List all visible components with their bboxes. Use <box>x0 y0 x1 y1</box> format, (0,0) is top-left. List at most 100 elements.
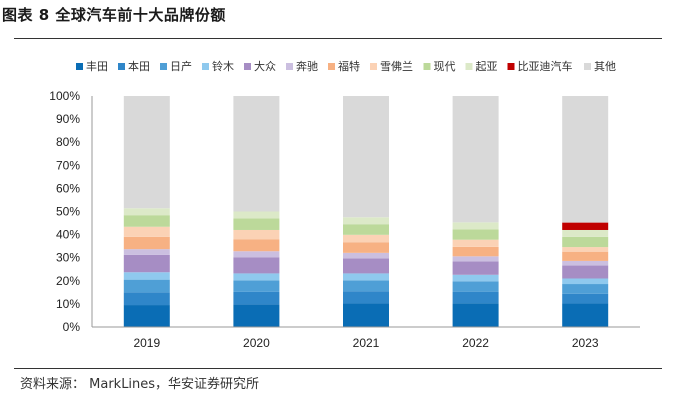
y-tick-label-2: 20% <box>56 274 80 288</box>
y-tick-label-4: 40% <box>56 228 80 242</box>
bar-2020-series-1 <box>233 291 280 305</box>
legend-swatch-8 <box>423 63 431 70</box>
y-tick-label-5: 50% <box>56 205 80 219</box>
legend-swatch-9 <box>465 63 473 70</box>
bars <box>123 96 609 327</box>
bar-2023-series-0 <box>562 303 609 327</box>
bar-2022-series-7 <box>452 239 499 247</box>
bar-2023-series-5 <box>562 260 609 266</box>
legend-swatch-7 <box>370 63 377 70</box>
legend-swatch-5 <box>286 63 293 70</box>
bar-2022-series-1 <box>452 291 499 304</box>
source-divider <box>14 368 662 369</box>
bar-2020-series-8 <box>233 218 280 230</box>
bar-2021-series-0 <box>343 303 389 327</box>
bar-2022-series-11 <box>452 96 499 223</box>
x-axis: 2019 2020 2021 2022 2023 <box>92 326 640 350</box>
figure-title: 图表 8 全球汽车前十大品牌份额 <box>2 6 226 24</box>
legend-swatch-3 <box>202 63 209 70</box>
legend-swatch-0 <box>76 63 83 70</box>
y-tick-label-0: 0% <box>63 320 81 334</box>
bar-2020-series-2 <box>233 280 280 292</box>
bar-2020-series-9 <box>233 211 280 219</box>
bar-2023-series-8 <box>562 236 609 248</box>
legend-label-9: 起亚 <box>476 60 498 73</box>
bar-2023-series-7 <box>562 247 609 252</box>
bar-2022-series-9 <box>452 222 499 230</box>
bar-2020-series-5 <box>233 251 280 258</box>
bar-2020-series-4 <box>233 257 280 274</box>
bar-2021-series-11 <box>343 96 389 218</box>
legend-label-11: 其他 <box>594 60 616 73</box>
y-tick-label-3: 30% <box>56 251 80 265</box>
bar-2019-series-11 <box>123 96 170 209</box>
bar-2020-series-3 <box>233 273 280 281</box>
bar-2021-series-7 <box>343 234 389 243</box>
bar-2021-series-9 <box>343 217 389 225</box>
bar-2019-series-5 <box>123 249 170 255</box>
bar-2022-series-0 <box>452 303 499 327</box>
bar-2020-series-0 <box>233 304 280 327</box>
x-tick-label-4: 2023 <box>572 336 599 350</box>
legend-label-4: 大众 <box>254 59 276 73</box>
bar-2019-series-0 <box>123 305 170 327</box>
bar-2020-series-6 <box>233 239 280 252</box>
bar-2019-series-8 <box>123 215 170 227</box>
bar-2019-series-4 <box>123 254 170 273</box>
bar-2021-series-1 <box>343 291 389 304</box>
bar-2021-series-4 <box>343 258 389 274</box>
bar-2019-series-1 <box>123 292 170 306</box>
legend-label-7: 雪佛兰 <box>380 60 413 73</box>
bar-2019-series-3 <box>123 272 170 280</box>
bar-2022-series-8 <box>452 229 499 240</box>
bar-2020-series-7 <box>233 229 280 240</box>
legend-swatch-6 <box>328 63 335 70</box>
bar-2022-series-3 <box>452 274 499 282</box>
bar-2020-series-11 <box>233 96 280 212</box>
bar-2021-series-5 <box>343 252 389 259</box>
legend-label-10: 比亚迪汽车 <box>518 59 573 73</box>
bar-2022-series-2 <box>452 281 499 292</box>
bar-2019-series-9 <box>123 208 170 216</box>
bar-2023-series-11 <box>562 96 609 223</box>
legend-label-3: 铃木 <box>212 59 234 73</box>
bar-2023-series-9 <box>562 229 609 237</box>
bar-2021-series-3 <box>343 273 389 281</box>
y-tick-label-9: 90% <box>56 112 80 126</box>
legend-label-5: 奔驰 <box>296 59 318 73</box>
legend-swatch-1 <box>118 63 125 70</box>
legend-swatch-10 <box>507 63 515 70</box>
legend-swatch-2 <box>160 63 167 70</box>
y-axis: 0% 10% 20% 30% 40% 50% 60% 70% 80% 90% 100% <box>49 89 93 334</box>
legend-label-1: 本田 <box>128 59 150 73</box>
legend-swatch-4 <box>244 63 251 70</box>
legend-label-8: 现代 <box>434 60 456 73</box>
x-tick-label-0: 2019 <box>133 336 160 350</box>
bar-2021-series-2 <box>343 280 389 292</box>
source-note: 资料来源： MarkLines，华安证券研究所 <box>20 377 260 392</box>
y-tick-label-7: 70% <box>56 158 80 172</box>
chart-legend: 丰田 本田 日产 铃木 大众 奔驰 福特 雪佛兰 现代 起亚 比亚迪汽车 其他 <box>76 59 616 73</box>
bar-2019-series-2 <box>123 279 170 293</box>
bar-2023-series-6 <box>562 251 609 261</box>
bar-2022-series-5 <box>452 256 499 262</box>
bar-2023-series-2 <box>562 284 609 294</box>
y-tick-label-8: 80% <box>56 135 80 149</box>
legend-swatch-11 <box>584 63 591 70</box>
bar-2023-series-1 <box>562 293 609 304</box>
legend-label-6: 福特 <box>338 59 360 73</box>
bar-2019-series-7 <box>123 226 170 237</box>
bar-2023-series-4 <box>562 265 609 279</box>
x-tick-label-3: 2022 <box>462 336 489 350</box>
bar-2021-series-6 <box>343 242 389 253</box>
y-tick-label-1: 10% <box>56 297 80 311</box>
bar-2022-series-6 <box>452 246 499 257</box>
x-tick-label-1: 2020 <box>243 336 270 350</box>
title-bar <box>14 10 662 39</box>
legend-label-0: 丰田 <box>86 60 108 73</box>
y-tick-label-10: 100% <box>49 89 80 103</box>
bar-2023-series-10 <box>562 222 609 230</box>
bar-2021-series-8 <box>343 224 389 235</box>
bar-2023-series-3 <box>562 278 609 285</box>
